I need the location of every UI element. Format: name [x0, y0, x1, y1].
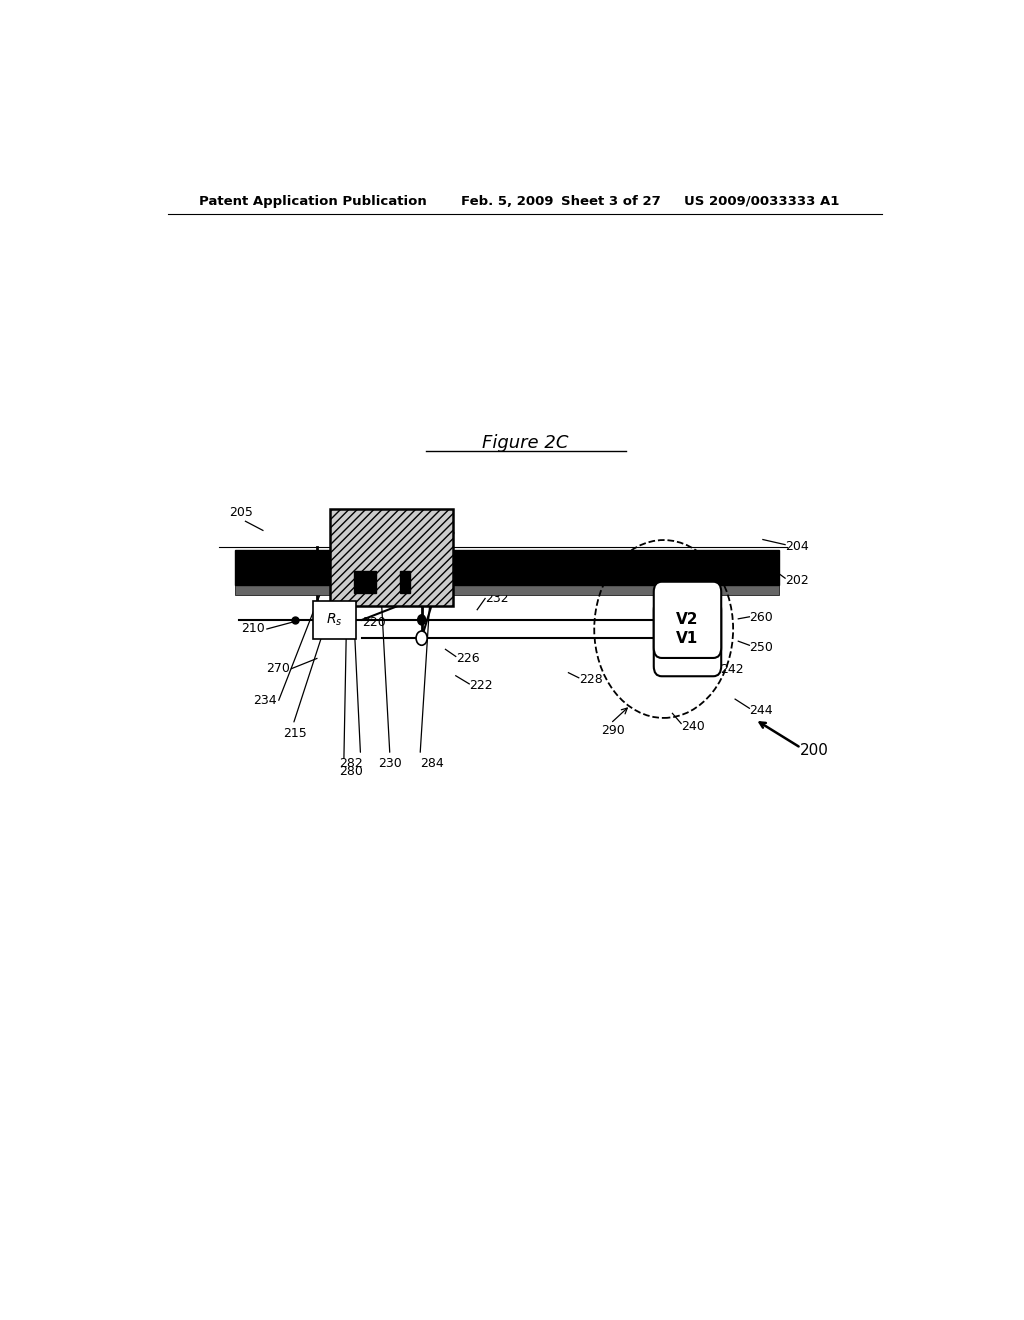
Text: 260: 260 [750, 611, 773, 624]
Text: Figure 2C: Figure 2C [481, 434, 568, 451]
Text: Patent Application Publication: Patent Application Publication [200, 194, 427, 207]
Text: 232: 232 [485, 591, 509, 605]
FancyBboxPatch shape [653, 582, 721, 657]
Text: 240: 240 [681, 721, 705, 733]
Text: 284: 284 [420, 756, 443, 770]
Text: 242: 242 [720, 663, 743, 676]
Text: 228: 228 [579, 673, 602, 686]
Text: 230: 230 [378, 756, 401, 770]
Text: 220: 220 [362, 616, 386, 630]
Text: Feb. 5, 2009: Feb. 5, 2009 [461, 194, 554, 207]
Text: 280: 280 [339, 764, 362, 777]
Text: 226: 226 [456, 652, 479, 665]
FancyBboxPatch shape [312, 601, 356, 639]
Text: US 2009/0033333 A1: US 2009/0033333 A1 [684, 194, 839, 207]
Circle shape [416, 631, 427, 645]
FancyBboxPatch shape [354, 572, 377, 594]
Text: 210: 210 [242, 623, 265, 635]
Text: 244: 244 [750, 704, 773, 717]
Text: 215: 215 [283, 727, 306, 741]
Text: 205: 205 [229, 506, 254, 519]
Text: $R_s$: $R_s$ [326, 611, 343, 628]
Text: Sheet 3 of 27: Sheet 3 of 27 [560, 194, 660, 207]
FancyBboxPatch shape [653, 601, 721, 676]
Text: 290: 290 [601, 725, 625, 737]
Text: 282: 282 [339, 756, 362, 770]
Text: V1: V1 [677, 631, 698, 645]
Text: 270: 270 [266, 663, 290, 675]
FancyBboxPatch shape [236, 549, 778, 585]
Text: 202: 202 [785, 574, 809, 586]
Text: 234: 234 [254, 693, 278, 706]
Text: 204: 204 [785, 540, 809, 553]
Text: 222: 222 [469, 680, 493, 693]
Circle shape [418, 615, 426, 624]
Text: 250: 250 [750, 640, 773, 653]
Text: 200: 200 [800, 743, 829, 759]
FancyBboxPatch shape [400, 572, 410, 594]
FancyBboxPatch shape [331, 510, 454, 606]
FancyBboxPatch shape [236, 585, 778, 595]
Text: V2: V2 [676, 612, 698, 627]
